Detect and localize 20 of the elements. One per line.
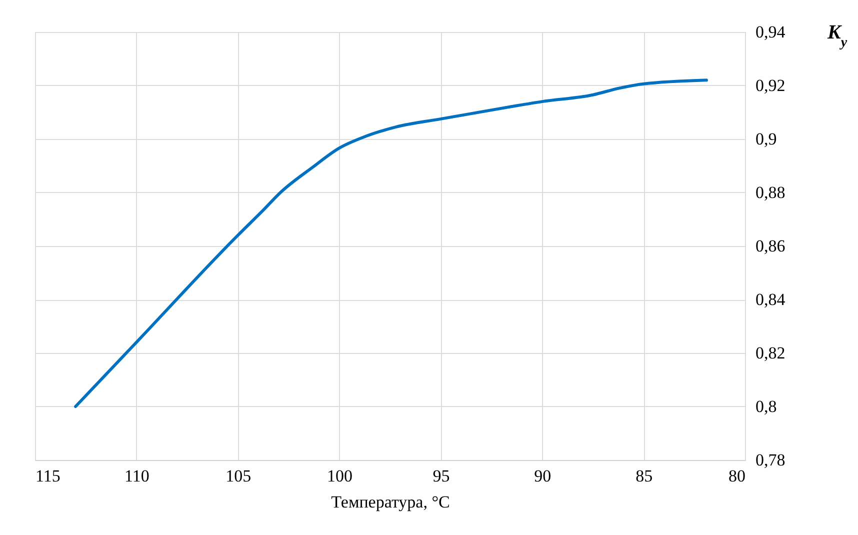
x-tick-label: 105: [226, 466, 252, 486]
y-axis-title: K$_{y}$: [826, 22, 848, 50]
y-tick-label: 0,94: [756, 22, 786, 42]
y-tick-label: 0,84: [756, 290, 786, 309]
y-tick-label: 0,92: [756, 76, 786, 95]
x-axis-title: Температура, °C: [331, 492, 450, 512]
x-tick-label: 90: [534, 466, 552, 486]
line-series: [74, 78, 708, 408]
x-tick-label: 85: [636, 466, 653, 486]
x-tick-label: 115: [36, 466, 60, 486]
x-tick-label: 80: [728, 466, 746, 486]
y-tick-label: 0,88: [756, 183, 786, 202]
x-tick-label: 110: [124, 466, 150, 486]
y-tick-label: 0,9: [756, 130, 777, 148]
y-tick-label: 0,8: [756, 397, 777, 416]
y-tick-label: 0,86: [756, 236, 786, 256]
x-tick-label: 100: [327, 466, 353, 486]
y-tick-label: 0,78: [756, 450, 786, 470]
y-tick-label: 0,82: [756, 344, 786, 362]
x-tick-label: 95: [432, 466, 450, 486]
